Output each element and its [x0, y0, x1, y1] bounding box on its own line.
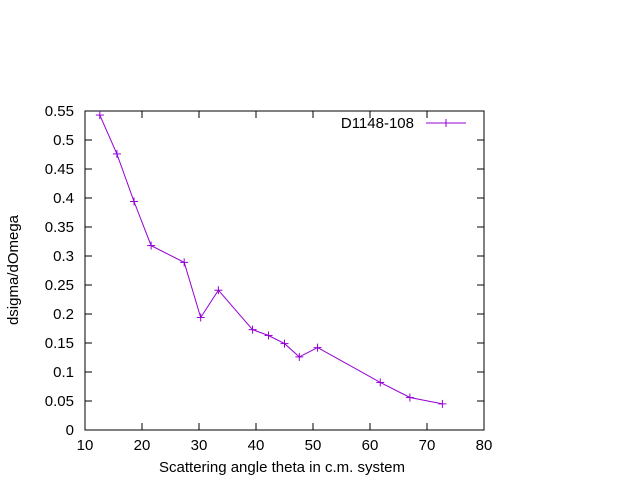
- data-point-plus-marker: [147, 241, 156, 250]
- y-tick-label: 0.2: [53, 306, 74, 323]
- data-point-plus-marker: [295, 352, 304, 361]
- y-tick-label: 0.3: [53, 248, 74, 265]
- y-axis-label: dsigma/dOmega: [5, 214, 22, 325]
- y-tick-label: 0.45: [45, 161, 74, 178]
- y-tick-label: 0.4: [53, 190, 74, 207]
- series-layer: [95, 111, 447, 408]
- x-tick-label: 80: [476, 437, 493, 454]
- axes: [84, 110, 485, 431]
- data-point-plus-marker: [112, 149, 121, 158]
- y-tick-label: 0.55: [45, 103, 74, 120]
- data-point-plus-marker: [376, 378, 385, 387]
- x-tick-label: 20: [134, 437, 151, 454]
- x-tick-label: 40: [248, 437, 265, 454]
- legend-label: D1148-108: [341, 115, 414, 132]
- data-point-plus-marker: [130, 197, 139, 206]
- series-line: [99, 114, 443, 405]
- y-tick-label: 0.35: [45, 219, 74, 236]
- x-tick-label: 70: [419, 437, 436, 454]
- y-tick-label: 0.05: [45, 393, 74, 410]
- x-axis-label: Scattering angle theta in c.m. system: [159, 459, 405, 476]
- series-d1148-108: [95, 111, 447, 408]
- x-tick-label: 30: [191, 437, 208, 454]
- data-point-plus-marker: [180, 258, 189, 267]
- data-point-plus-marker: [280, 339, 289, 348]
- data-point-plus-marker: [264, 331, 273, 340]
- tick-marks: [84, 110, 485, 431]
- y-tick-label: 0.1: [53, 364, 74, 381]
- data-point-plus-marker: [214, 286, 223, 295]
- data-point-plus-marker: [313, 343, 322, 352]
- data-point-plus-marker: [438, 399, 447, 408]
- x-tick-label: 50: [305, 437, 322, 454]
- plot-frame: [84, 110, 485, 431]
- y-tick-label: 0.15: [45, 335, 74, 352]
- x-tick-label: 10: [77, 437, 94, 454]
- data-point-plus-marker: [95, 111, 104, 120]
- data-point-plus-marker: [405, 393, 414, 402]
- tick-labels: 10 20 30 40 50 60 70 80 0 0.05 0.1 0.15 0.2 0.25 0.3 0.…: [45, 103, 493, 454]
- y-tick-label: 0.5: [53, 132, 74, 149]
- legend: D1148-108: [341, 115, 466, 132]
- y-tick-label: 0.25: [45, 277, 74, 294]
- x-tick-label: 60: [362, 437, 379, 454]
- data-point-plus-marker: [196, 313, 205, 322]
- data-point-plus-marker: [248, 325, 257, 334]
- y-tick-label: 0: [66, 422, 74, 439]
